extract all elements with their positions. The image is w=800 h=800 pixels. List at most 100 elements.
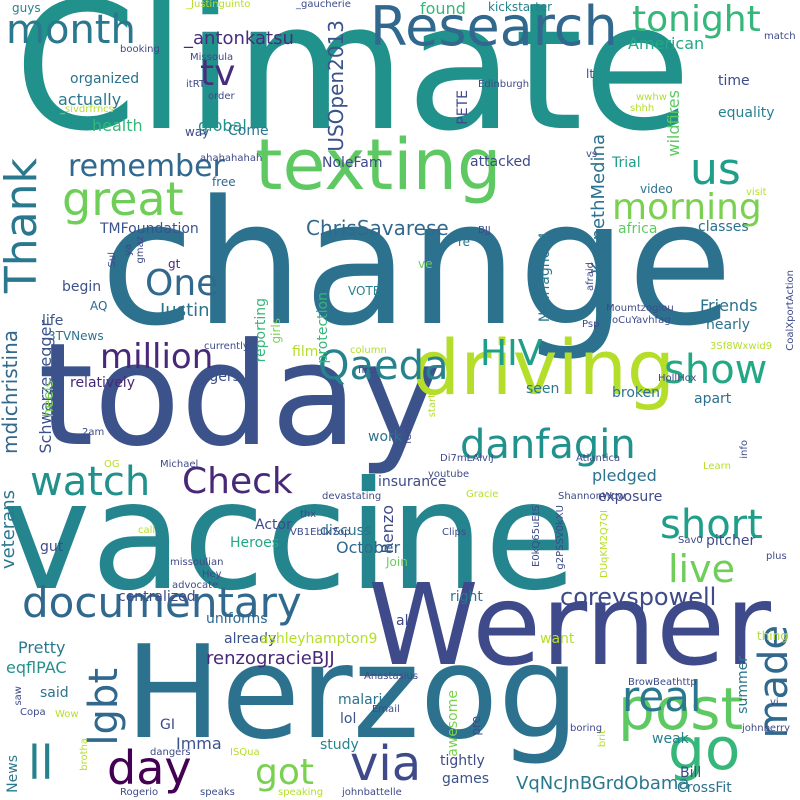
word-today: today xyxy=(38,313,442,478)
word-gmaz: gmaz xyxy=(135,236,146,264)
word-dangers: dangers xyxy=(150,747,191,758)
word-american: American xyxy=(628,34,705,53)
word-g2pssv0kxu: g2PSSV0kXU xyxy=(555,505,566,570)
word-month: month xyxy=(6,7,136,53)
word-shhh: shhh xyxy=(630,103,655,114)
word-afraid: afraid xyxy=(585,262,596,292)
word-missoulian: missoulian xyxy=(170,557,224,568)
word-youtube: youtube xyxy=(428,469,470,480)
word-saw: saw xyxy=(13,686,24,706)
word-centralized: centralized xyxy=(118,589,196,605)
word-life: life xyxy=(42,313,64,329)
word-research: Research xyxy=(370,0,618,58)
word-sivdrfrncs: _sivdrfrncs xyxy=(60,104,114,115)
word-vqncjnbgrdobama: VqNcJnBGrdObama xyxy=(516,773,690,794)
word-seen: seen xyxy=(526,381,560,397)
word-og: OG xyxy=(104,459,120,470)
word-missoula: Missoula xyxy=(190,52,234,63)
word-boring: boring xyxy=(570,723,603,734)
word-games: games xyxy=(442,771,490,787)
word-browbeathttp: BrowBeathttp xyxy=(628,677,697,688)
word-exposure: exposure xyxy=(598,489,663,505)
word-guys: guys xyxy=(12,1,41,15)
word-brotha: brotha xyxy=(79,738,90,771)
word-email: Email xyxy=(372,704,400,715)
word-found: found xyxy=(420,0,466,18)
word-ocuyavhfag: oCuYavhfag xyxy=(612,315,671,326)
word-study: study xyxy=(320,737,359,753)
word-wildfires: wildfires xyxy=(664,90,683,157)
word-post: post xyxy=(618,675,744,743)
word-ashleyhampton9: ashleyhampton9 xyxy=(260,631,378,647)
word-change: change xyxy=(100,163,733,364)
word-gaucherie: _gaucherie xyxy=(296,0,351,10)
word-us: us xyxy=(690,144,741,195)
word-tv: tv xyxy=(200,53,236,94)
word-tigers: tigers xyxy=(200,369,240,385)
word-3sf8wxwid9: 3Sf8Wxwid9 xyxy=(710,341,773,352)
word-driving: driving xyxy=(412,323,676,412)
word-speaks: speaks xyxy=(200,787,235,798)
word-friends: Friends xyxy=(700,296,758,315)
word-heels: heels xyxy=(41,380,57,418)
word-broken: broken xyxy=(612,385,660,401)
word-shannonwow: ShannonWow xyxy=(558,491,626,502)
word-girls: girls xyxy=(269,318,283,344)
word-lgbt: lgbt xyxy=(81,668,127,746)
word-watch: watch xyxy=(30,459,151,505)
word-coalxportaction: CoalXportAction xyxy=(785,270,796,351)
word-devastating: devastating xyxy=(322,491,382,502)
word-come: Come xyxy=(228,123,269,139)
word-vote: VOTE xyxy=(348,284,381,298)
word-match: match xyxy=(764,31,796,42)
word-apart: apart xyxy=(694,391,732,407)
word-rogerio: Rogerio xyxy=(120,787,159,798)
word-ll: ll xyxy=(28,736,54,790)
word-ncarfagno04: Ncarfagno04 xyxy=(537,232,553,323)
word-pretty: Pretty xyxy=(18,638,66,657)
word-work: work xyxy=(368,429,402,445)
word-one: One xyxy=(145,263,219,304)
word-great: great xyxy=(62,172,184,226)
word-way: way xyxy=(185,125,210,139)
word-sav0: Sav0 xyxy=(678,535,703,546)
word-right: right xyxy=(450,589,483,605)
word-pre: pre xyxy=(469,716,483,736)
word-ya: ya xyxy=(123,244,134,257)
word-edinburgh: Edinburgh xyxy=(478,79,530,90)
word-million: million xyxy=(100,337,214,377)
word-real: real xyxy=(622,672,702,721)
word-johnberry: johnberry xyxy=(742,723,791,734)
word-duqkm2q7qi: DUqKM2Q7QI xyxy=(599,510,610,578)
word-order: order xyxy=(208,91,235,102)
word-texting: texting xyxy=(255,124,502,206)
word-chrissavarese: ChrisSavarese xyxy=(306,216,449,240)
word-tmfoundation: TMFoundation xyxy=(100,221,199,237)
word-copa: Copa xyxy=(20,707,46,718)
word-pitcher: pitcher xyxy=(706,533,756,549)
word-heroes: Heroes xyxy=(230,535,280,551)
word-eqflpac: eqflPAC xyxy=(6,658,67,677)
word-summer: summer xyxy=(735,656,751,714)
word-info: info xyxy=(739,440,750,459)
word-gut: gut xyxy=(40,539,64,555)
word-atlantica: Atlantica xyxy=(576,453,621,464)
word-imma: Imma xyxy=(176,734,222,753)
word-hiv: HIV xyxy=(480,333,543,374)
word-renzograciebjj: renzogracieBJJ xyxy=(206,648,335,669)
word-climate: Climate xyxy=(14,0,692,170)
word-short: short xyxy=(660,502,763,548)
word-global: global xyxy=(198,116,247,135)
word-ve: ve xyxy=(418,257,433,271)
word-isqua: ISQua xyxy=(230,747,260,758)
word-october: October xyxy=(336,538,401,557)
word-go: go xyxy=(668,715,741,783)
word-hollhox: HollHox xyxy=(658,373,697,384)
word-anastasius: Anastasius xyxy=(364,671,419,682)
word-attacked: attacked xyxy=(470,154,531,170)
word-gi: GI xyxy=(160,717,175,733)
word-bjj: BJJ xyxy=(478,225,491,236)
word-danfagin: danfagin xyxy=(460,422,636,468)
word-want: want xyxy=(540,631,575,647)
word-gracie: Gracie xyxy=(466,489,499,500)
